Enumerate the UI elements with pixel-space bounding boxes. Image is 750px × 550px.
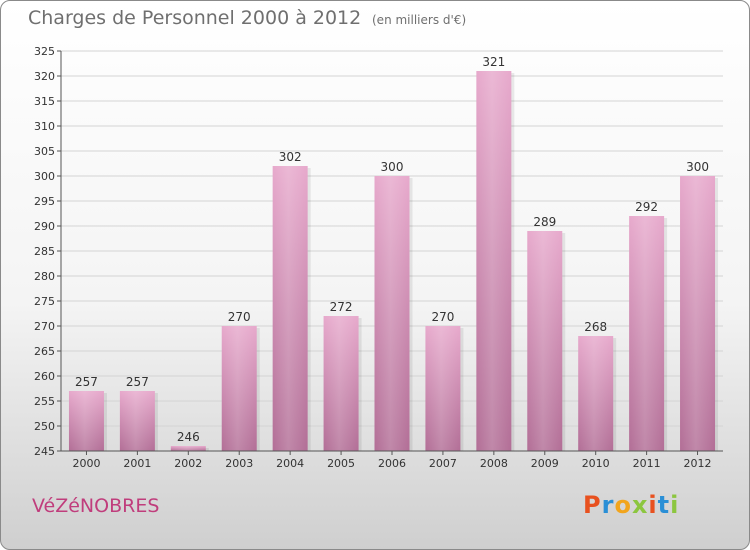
y-tick-label: 285 xyxy=(34,245,55,258)
y-tick-label: 275 xyxy=(34,295,55,308)
axes xyxy=(57,50,723,455)
y-tick-label: 325 xyxy=(34,45,55,58)
bar-highlight xyxy=(119,391,155,451)
x-tick-label: 2007 xyxy=(429,457,457,470)
y-tick-label: 310 xyxy=(34,120,55,133)
y-tick-label: 290 xyxy=(34,220,55,233)
bar-highlight xyxy=(578,336,614,451)
brand-letter: r xyxy=(601,491,615,519)
bar-value-label: 257 xyxy=(75,375,98,389)
bar-value-label: 300 xyxy=(381,160,404,174)
bar-value-label: 270 xyxy=(431,310,454,324)
bar-highlight xyxy=(476,71,512,451)
y-tick-label: 320 xyxy=(34,70,55,83)
x-tick-label: 2005 xyxy=(327,457,355,470)
bar-value-label: 257 xyxy=(126,375,149,389)
brand-logo: Proxiti xyxy=(583,491,679,519)
chart-subtitle: (en milliers d'€) xyxy=(372,13,467,27)
y-tick-label: 255 xyxy=(34,395,55,408)
x-tick-label: 2008 xyxy=(480,457,508,470)
x-tick-label: 2004 xyxy=(276,457,304,470)
x-tick-label: 2011 xyxy=(633,457,661,470)
bar-highlight xyxy=(629,216,665,451)
brand-letter: x xyxy=(631,491,649,519)
bar-value-label: 268 xyxy=(584,320,607,334)
bar-highlight xyxy=(323,316,359,451)
brand-letter: t xyxy=(657,491,671,519)
bar-value-label: 246 xyxy=(177,430,200,444)
bar-highlight xyxy=(527,231,563,451)
bar-value-label: 289 xyxy=(533,215,556,229)
bar-highlight xyxy=(680,176,716,451)
x-tick-label: 2003 xyxy=(225,457,253,470)
x-tick-label: 2010 xyxy=(582,457,610,470)
x-tick-label: 2000 xyxy=(72,457,100,470)
bar-value-label: 292 xyxy=(635,200,658,214)
y-tick-label: 250 xyxy=(34,420,55,433)
bar-value-label: 302 xyxy=(279,150,302,164)
y-tick-label: 270 xyxy=(34,320,55,333)
bars xyxy=(68,71,719,451)
bar-highlight xyxy=(221,326,257,451)
brand-letter: i xyxy=(670,491,680,519)
brand-letter: o xyxy=(614,491,632,519)
bar-value-label: 272 xyxy=(330,300,353,314)
bar-highlight xyxy=(68,391,104,451)
bar-highlight xyxy=(272,166,308,451)
bar-highlight xyxy=(425,326,461,451)
bar-value-label: 321 xyxy=(482,55,505,69)
bar-highlight xyxy=(170,446,206,451)
y-tick-label: 260 xyxy=(34,370,55,383)
bar-value-label: 270 xyxy=(228,310,251,324)
x-tick-label: 2012 xyxy=(684,457,712,470)
y-tick-label: 305 xyxy=(34,145,55,158)
y-tick-label: 245 xyxy=(34,445,55,458)
brand-letter: P xyxy=(583,491,602,519)
commune-name: VéZéNOBRES xyxy=(32,495,160,517)
x-tick-label: 2006 xyxy=(378,457,406,470)
y-tick-label: 315 xyxy=(34,95,55,108)
brand-letter: i xyxy=(648,491,658,519)
labels: 245 250 255 260 265 270 275 280 285 290 295 300 305 3… xyxy=(34,45,712,470)
y-tick-label: 300 xyxy=(34,170,55,183)
chart-title: Charges de Personnel 2000 à 2012 xyxy=(28,7,362,29)
bar-value-label: 300 xyxy=(686,160,709,174)
y-tick-label: 265 xyxy=(34,345,55,358)
x-tick-label: 2002 xyxy=(174,457,202,470)
x-tick-label: 2009 xyxy=(531,457,559,470)
bar-highlight xyxy=(374,176,410,451)
x-tick-label: 2001 xyxy=(123,457,151,470)
y-tick-label: 280 xyxy=(34,270,55,283)
y-tick-label: 295 xyxy=(34,195,55,208)
